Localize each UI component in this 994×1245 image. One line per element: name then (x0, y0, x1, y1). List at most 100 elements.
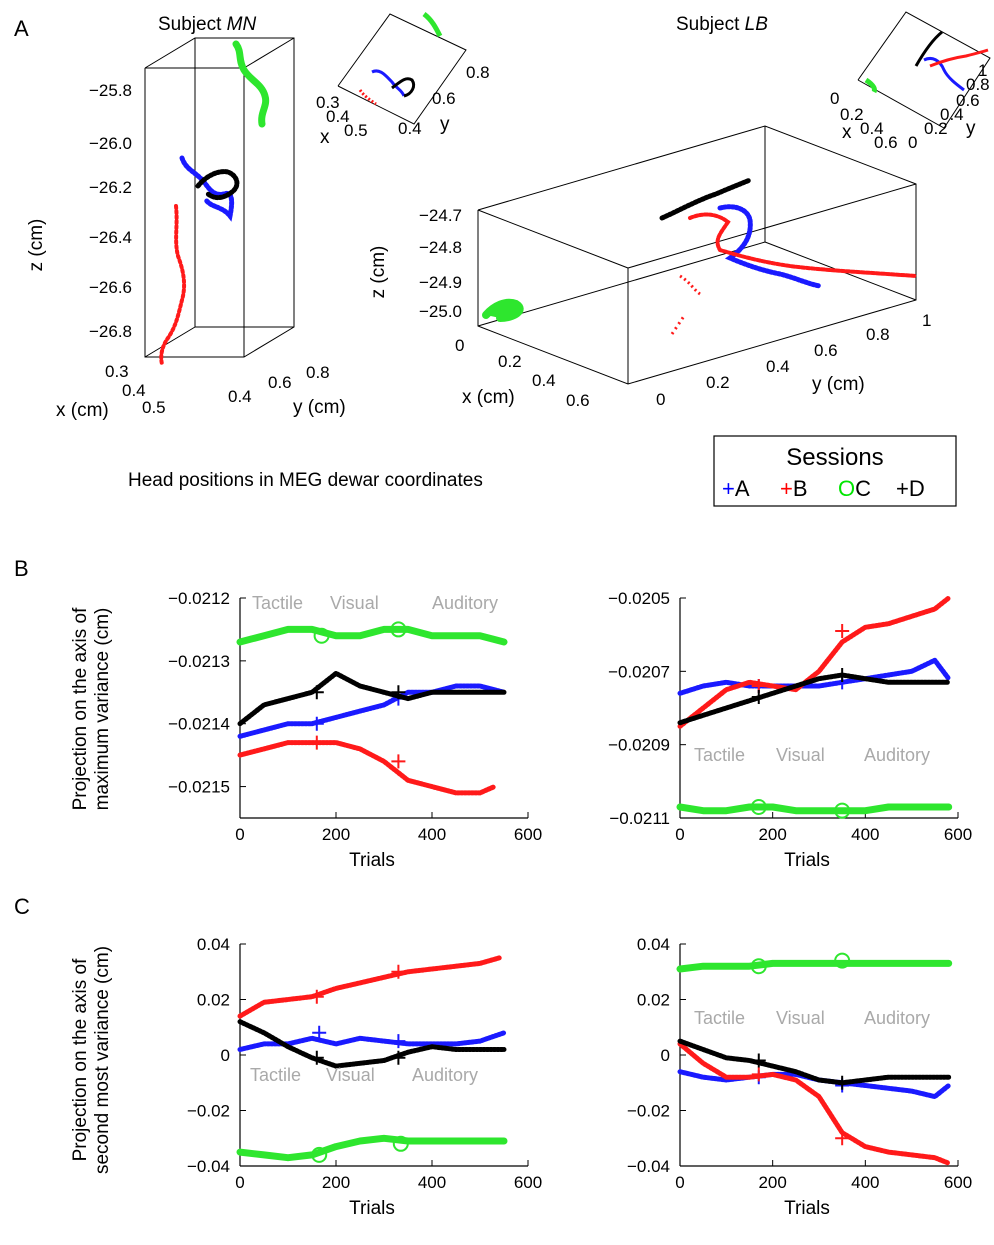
conditions-b-left: Tactile Visual Auditory (252, 593, 498, 613)
plot-b-right: 0 200 400 600 Trials −0.0205 −0.0207 −0.0209 −0.… (608, 589, 972, 871)
y-tick-label: 0 (661, 1046, 670, 1065)
series-b-line (677, 1041, 952, 1166)
y-tick-label: −0.0205 (608, 589, 670, 608)
x-tick-label: 400 (851, 825, 879, 844)
x-tick-label: 0 (675, 1173, 684, 1192)
y-tick-label: −0.02 (627, 1102, 670, 1121)
lb-xtick: 0.4 (532, 371, 556, 390)
x-tick-label: 200 (322, 1173, 350, 1192)
y-tick-label: 0.02 (637, 991, 670, 1010)
series-d-marker (391, 1050, 406, 1065)
mn-title-prefix: Subject (158, 14, 227, 35)
x-tick-label: 600 (514, 825, 542, 844)
lb-inset-ylabel: y (966, 118, 976, 139)
lb-xtick: 0.6 (566, 391, 590, 410)
legend-label-a: A (735, 476, 750, 501)
plot-b-left: 0 200 400 600 Trials −0.0212 −0.0213 −0.0214 −0.… (168, 589, 542, 871)
y-tick-label: 0.02 (197, 991, 230, 1010)
y-tick-label: −0.0213 (168, 652, 230, 671)
legend-symbol-c: O (838, 476, 855, 501)
lb-xtick: 0 (455, 336, 464, 355)
lb-trace-b-scatter (670, 315, 686, 335)
mn-ytick: 0.6 (268, 373, 292, 392)
series-c-line (676, 803, 953, 815)
panel-label-a: A (14, 16, 29, 41)
mn-inset-xtick: 0.3 (316, 93, 340, 112)
mn-xticks: 0.3 0.4 0.5 (105, 362, 166, 417)
lb-trace-b (688, 212, 918, 278)
conditions-c-left: Tactile Visual Auditory (250, 1065, 478, 1085)
mn-inset-xlabel: x (320, 127, 330, 148)
lb-box-outer (477, 125, 917, 385)
mn-trace-c (232, 40, 270, 128)
mn-ztick: −25.8 (89, 81, 132, 100)
mn-ytick: 0.4 (228, 387, 252, 406)
condition-visual: Visual (776, 745, 825, 765)
condition-visual: Visual (326, 1065, 375, 1085)
series-a-line (237, 683, 507, 739)
x-axis-label: Trials (349, 850, 395, 871)
lb-box-edge (477, 241, 766, 327)
mn-ytick: 0.8 (306, 363, 330, 382)
lb-zticks: −24.7 −24.8 −24.9 −25.0 (419, 206, 462, 321)
lb-ztick: −24.7 (419, 206, 462, 225)
condition-auditory: Auditory (864, 745, 930, 765)
lb-3d-box (477, 125, 917, 385)
legend-item-a: +A (722, 476, 750, 501)
condition-visual: Visual (776, 1008, 825, 1028)
legend-box (713, 435, 957, 507)
legend-label-c: C (855, 476, 871, 501)
series-b-marker (309, 989, 324, 1004)
lb-traces (482, 177, 918, 335)
legend-label-b: B (793, 476, 808, 501)
y-tick-label: −0.0214 (168, 715, 230, 734)
series-c-line (676, 959, 953, 973)
lb-ztick: −24.9 (419, 273, 462, 292)
lb-ztick: −24.8 (419, 238, 462, 257)
series-b-marker (751, 1067, 766, 1082)
lb-ytick: 0.4 (766, 357, 790, 376)
series-a-marker (391, 1034, 406, 1049)
ylabel-b-line2: maximum variance (cm) (92, 608, 113, 811)
legend-label-d: D (909, 476, 925, 501)
ylabel-c-line1: Projection on the axis of (70, 958, 91, 1162)
x-tick-label: 600 (944, 1173, 972, 1192)
sessions-legend: Sessions +A +B OC +D (713, 435, 957, 507)
series-d-marker (309, 685, 324, 700)
series-a-marker (312, 1025, 327, 1040)
x-tick-label: 400 (418, 825, 446, 844)
mn-title: Subject MN (158, 14, 256, 35)
y-tick-label: −0.0212 (168, 589, 230, 608)
lb-inset-xtick: 0.4 (860, 119, 884, 138)
lb-title-name: LB (745, 14, 769, 35)
series-b-marker (391, 964, 406, 979)
mn-ztick: −26.6 (89, 278, 132, 297)
x-tick-label: 0 (675, 825, 684, 844)
x-tick-label: 400 (418, 1173, 446, 1192)
lb-zlabel: z (cm) (368, 246, 389, 299)
lb-inset-trace-a (923, 56, 965, 92)
x-axis-label: Trials (349, 1198, 395, 1219)
series-d-marker (835, 1075, 850, 1090)
series-d-line (677, 1038, 952, 1086)
conditions-c-right: Tactile Visual Auditory (694, 1008, 930, 1028)
legend-symbol-a: + (722, 476, 735, 501)
series-d-line (237, 670, 507, 727)
legend-title: Sessions (786, 444, 883, 471)
y-tick-label: 0.04 (637, 935, 670, 954)
mn-inset-xtick: 0.4 (326, 107, 350, 126)
ylabel-c-line2: second most variance (cm) (92, 946, 113, 1174)
x-tick-label: 0 (235, 1173, 244, 1192)
series-d-marker (391, 685, 406, 700)
panel-label-c: C (14, 894, 30, 919)
mn-inset-trace-b (358, 89, 377, 106)
lb-trace-b-scatter (679, 274, 701, 296)
lb-inset-box (857, 11, 991, 129)
lb-inset-ytick: 0 (908, 133, 917, 152)
lb-title-prefix: Subject (676, 14, 745, 35)
condition-auditory: Auditory (432, 593, 498, 613)
mn-inset-box (337, 13, 467, 125)
lb-trace-c (482, 298, 524, 322)
series-c-marker (834, 952, 851, 969)
series-b-marker (309, 735, 324, 750)
